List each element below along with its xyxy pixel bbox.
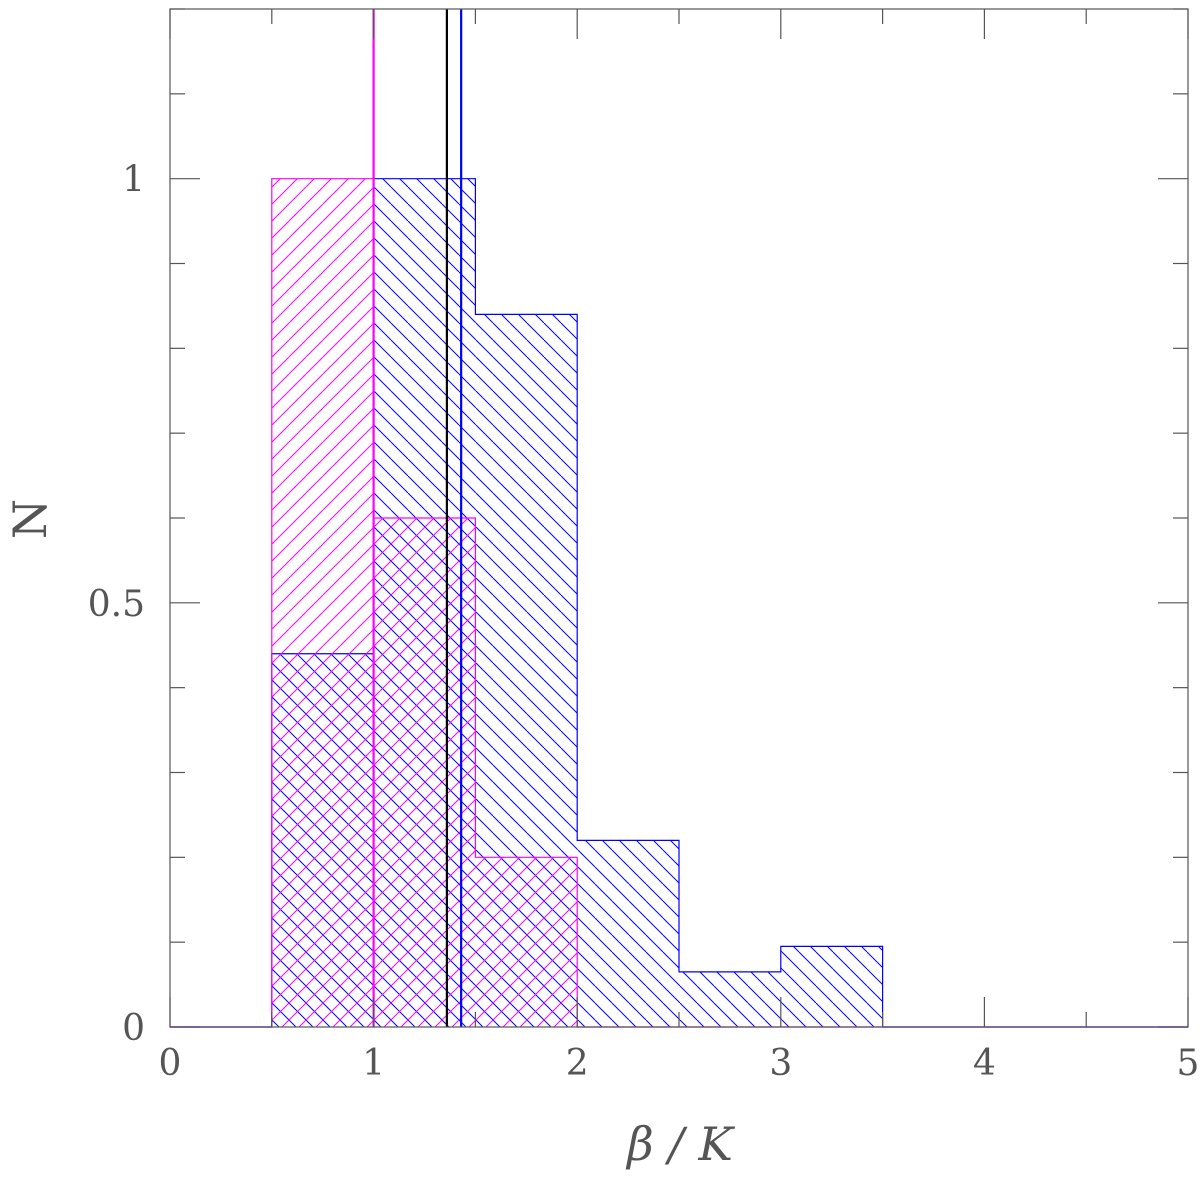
y-tick-label: 1 [122,160,145,201]
axis-ticks [169,8,1189,1028]
x-tick-label: 0 [159,1043,182,1084]
x-tick-label: 3 [769,1043,792,1084]
y-tick-label: 0.5 [88,584,145,625]
x-tick-label: 1 [362,1043,385,1084]
axis-tick-labels: 0 1 2 3 4 5 0 0.5 1 [88,160,1200,1084]
histogram-bar [679,971,781,1027]
histogram-bar [780,946,883,1027]
histogram-bar [577,840,679,1027]
histogram-bar [475,857,578,1027]
histogram-bar [271,178,374,1027]
x-tick-label: 2 [566,1043,589,1084]
x-tick-label: 5 [1177,1043,1200,1084]
reference-lines [372,9,463,1027]
histogram-bar [373,518,476,1027]
y-tick-label: 0 [122,1008,145,1049]
histogram-bars [170,178,1188,1028]
series-1 [170,178,1188,1028]
x-axis-label: β / K [625,1117,735,1171]
y-axis-label: N [3,499,57,539]
x-tick-label: 4 [973,1043,996,1084]
